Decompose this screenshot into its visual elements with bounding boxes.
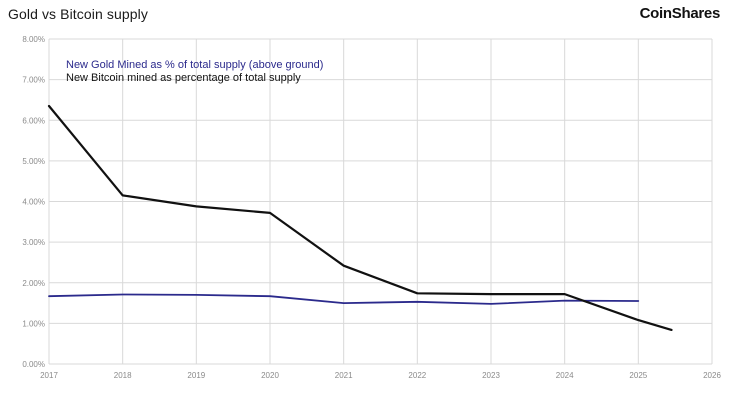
x-tick-label: 2021 — [335, 371, 353, 380]
x-tick-label: 2020 — [261, 371, 279, 380]
axis-tick-labels: 0.00% 1.00% 2.00% 3.00% 4.00% 5.00% 6.00% 7.00%… — [22, 35, 721, 380]
chart-title: Gold vs Bitcoin supply — [8, 6, 148, 22]
legend-item-bitcoin: New Bitcoin mined as percentage of total… — [66, 72, 301, 84]
x-tick-label: 2023 — [482, 371, 500, 380]
y-tick-label: 3.00% — [22, 238, 45, 247]
y-tick-label: 1.00% — [22, 319, 45, 328]
x-tick-label: 2018 — [114, 371, 132, 380]
y-tick-label: 8.00% — [22, 35, 45, 44]
x-tick-label: 2022 — [408, 371, 426, 380]
y-tick-label: 0.00% — [22, 360, 45, 369]
x-tick-label: 2024 — [556, 371, 574, 380]
series-layer — [47, 104, 673, 331]
x-tick-label: 2025 — [629, 371, 647, 380]
legend: New Gold Mined as % of total supply (abo… — [66, 59, 323, 84]
x-tick-label: 2019 — [187, 371, 205, 380]
x-tick-label: 2017 — [40, 371, 58, 380]
y-tick-label: 4.00% — [22, 198, 45, 207]
y-tick-label: 6.00% — [22, 116, 45, 125]
y-tick-label: 5.00% — [22, 157, 45, 166]
grid-layer — [48, 38, 713, 365]
x-tick-label: 2026 — [703, 371, 721, 380]
gold-supply-line — [48, 293, 640, 305]
coinshares-logo: CoinShares — [639, 5, 721, 22]
y-tick-label: 2.00% — [22, 279, 45, 288]
legend-item-gold: New Gold Mined as % of total supply (abo… — [66, 59, 323, 71]
y-tick-label: 7.00% — [22, 76, 45, 85]
bitcoin-supply-line — [47, 104, 673, 331]
